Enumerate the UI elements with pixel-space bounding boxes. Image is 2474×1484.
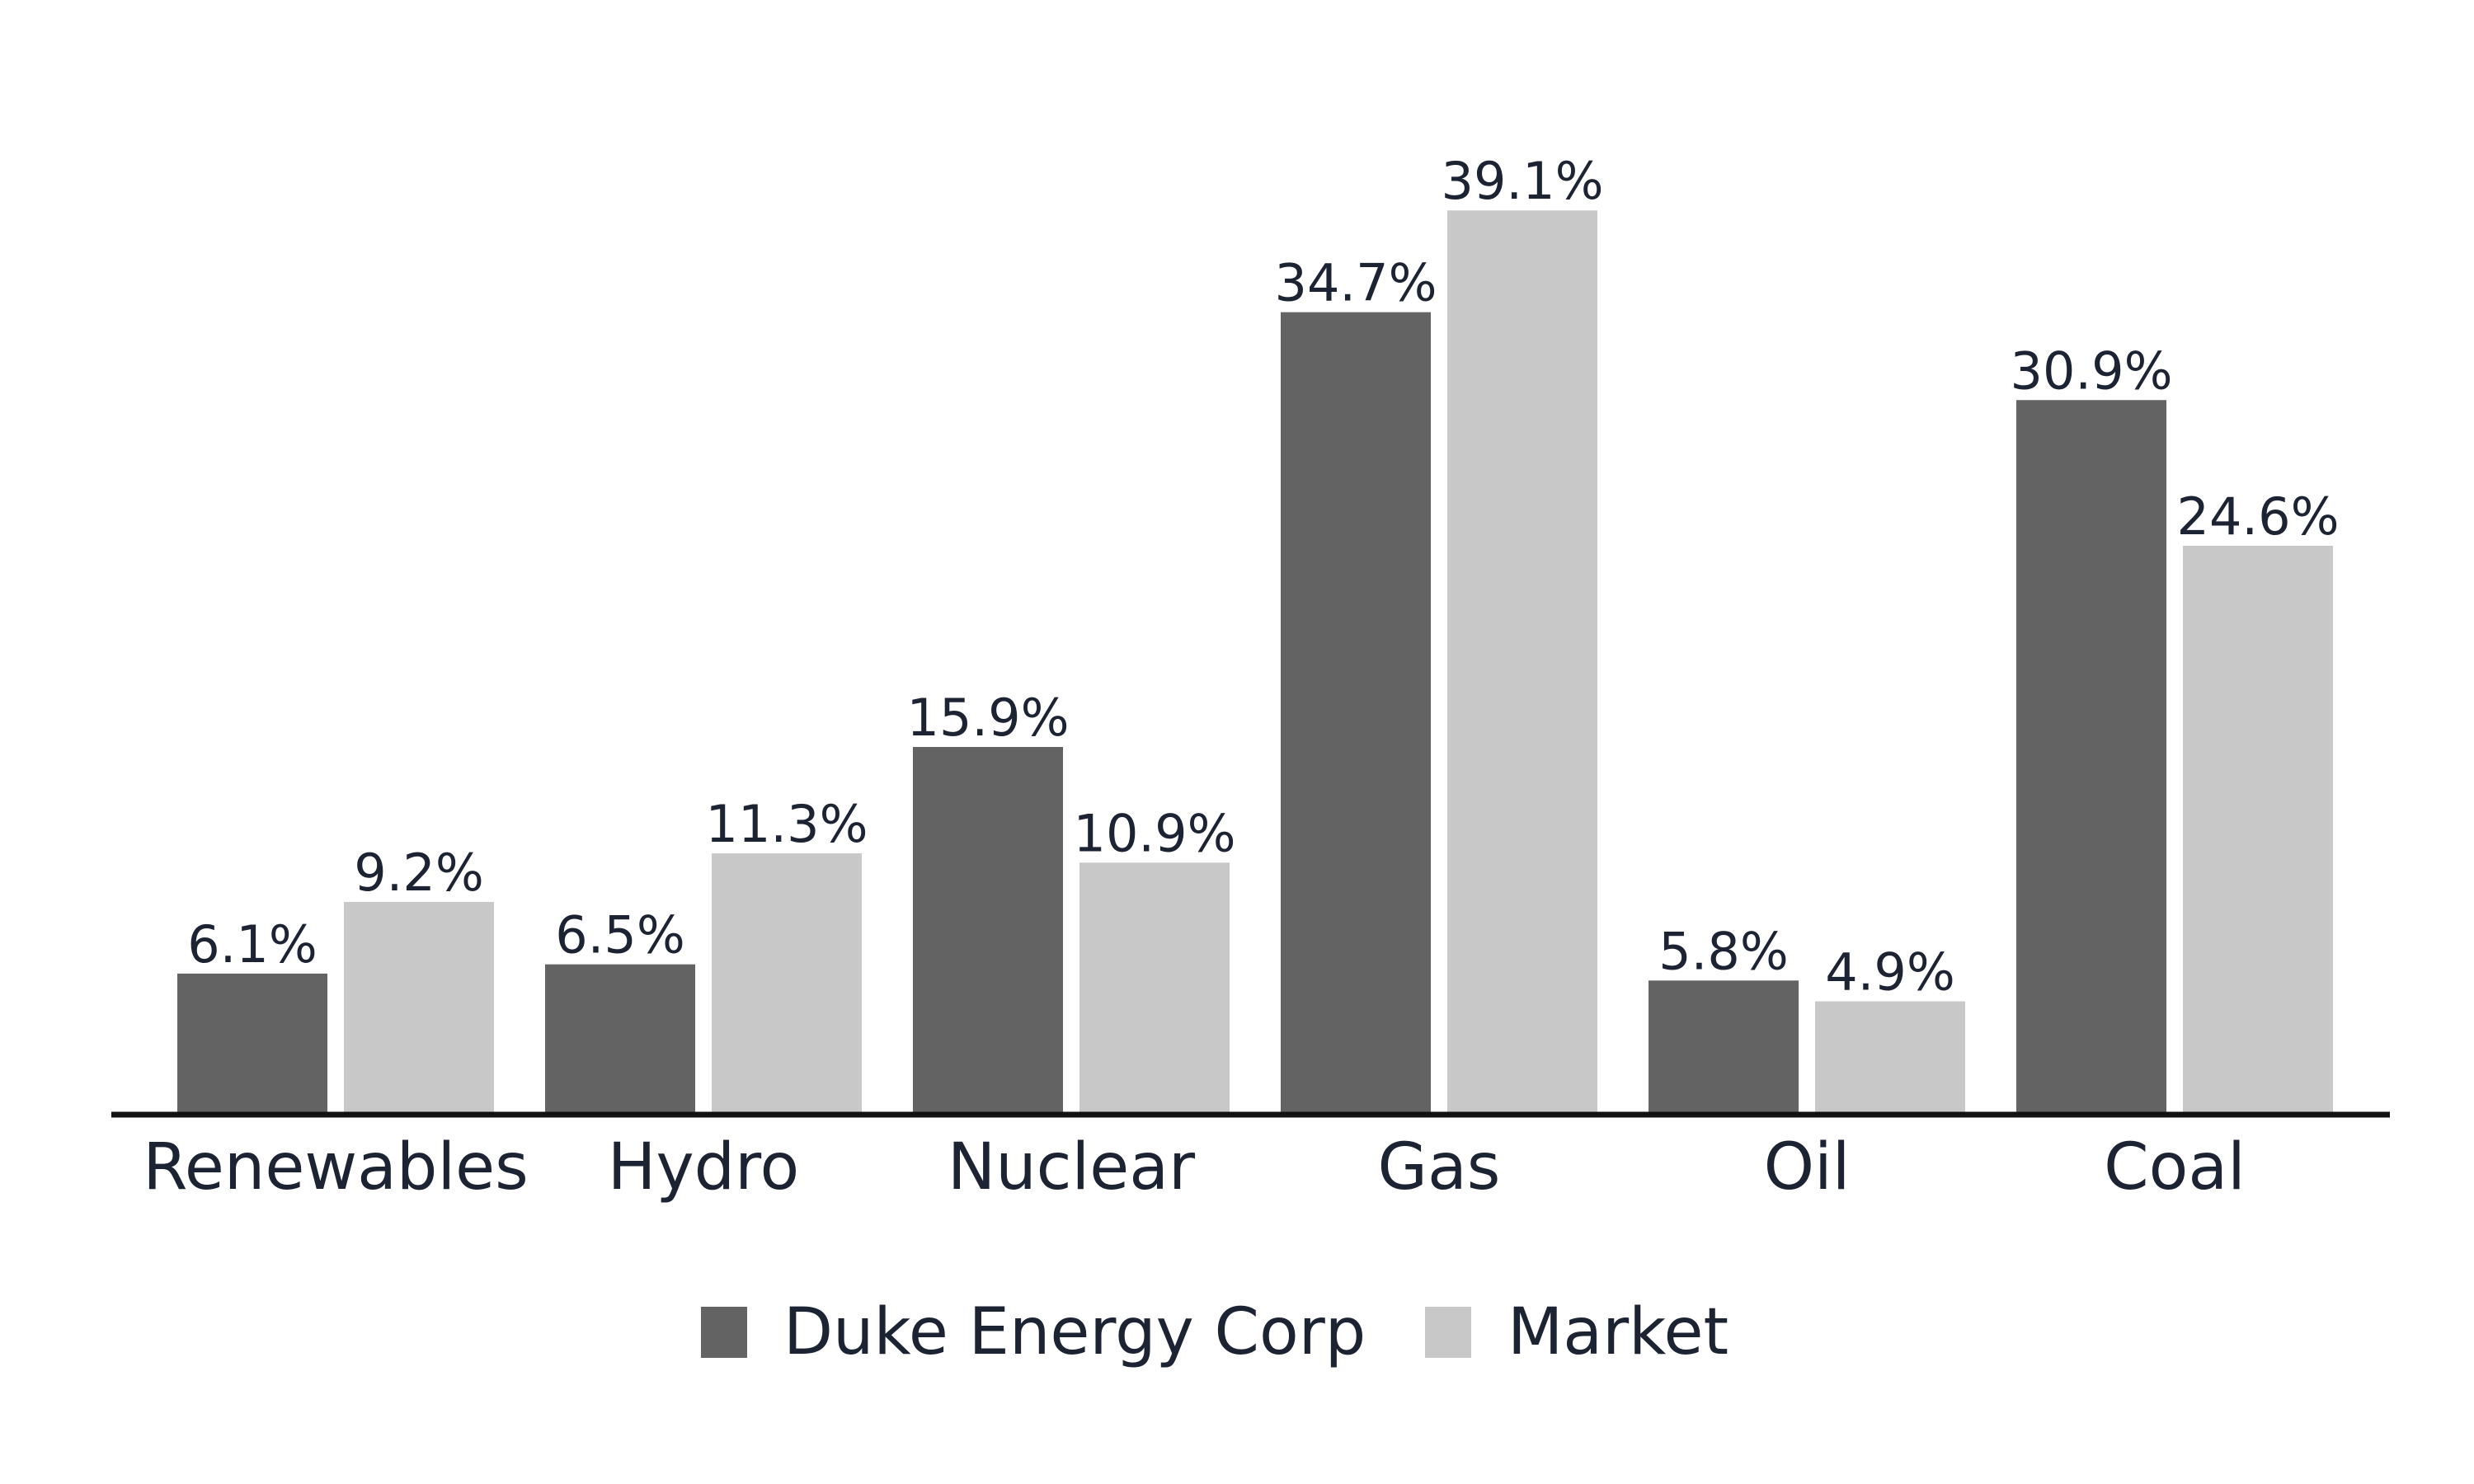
bar-coal-market <box>2183 545 2333 1115</box>
bar-hydro-duke-energy-corp <box>545 964 695 1115</box>
bar-nuclear-market <box>1079 862 1230 1115</box>
value-label-nuclear-duke-energy-corp: 15.9% <box>907 688 1070 748</box>
value-label-hydro-market: 11.3% <box>706 794 868 854</box>
legend-swatch-duke-energy-corp <box>701 1307 747 1358</box>
category-label-coal: Coal <box>2104 1130 2246 1205</box>
value-label-nuclear-market: 10.9% <box>1074 803 1236 863</box>
category-label-renewables: Renewables <box>143 1130 529 1205</box>
bar-coal-duke-energy-corp <box>2016 400 2166 1115</box>
legend-label-market: Market <box>1507 1295 1729 1369</box>
value-label-hydro-duke-energy-corp: 6.5% <box>555 905 685 965</box>
value-label-gas-market: 39.1% <box>1442 151 1604 211</box>
legend: Duke Energy Corp Market <box>701 1295 1729 1369</box>
bars-group <box>177 210 2333 1115</box>
legend-label-duke-energy-corp: Duke Energy Corp <box>783 1295 1366 1369</box>
bar-renewables-duke-energy-corp <box>177 973 327 1115</box>
value-label-coal-duke-energy-corp: 30.9% <box>2011 340 2173 401</box>
bar-gas-duke-energy-corp <box>1281 312 1431 1115</box>
category-label-gas: Gas <box>1378 1130 1501 1205</box>
value-label-oil-market: 4.9% <box>1825 942 1955 1003</box>
bar-nuclear-duke-energy-corp <box>913 747 1063 1115</box>
bar-hydro-market <box>712 853 862 1115</box>
legend-swatch-market <box>1425 1307 1471 1358</box>
value-labels-group: 6.1% 9.2% 6.5% 11.3% 15.9%10.9% 34.7%39.1% 5.8… <box>187 151 2339 1002</box>
value-label-oil-duke-energy-corp: 5.8% <box>1658 921 1789 981</box>
bar-oil-market <box>1815 1001 1965 1115</box>
value-label-renewables-market: 9.2% <box>354 843 484 903</box>
value-label-gas-duke-energy-corp: 34.7% <box>1275 253 1437 313</box>
bar-gas-market <box>1447 210 1597 1115</box>
bar-oil-duke-energy-corp <box>1649 980 1799 1115</box>
category-label-oil: Oil <box>1764 1130 1851 1205</box>
category-label-hydro: Hydro <box>608 1130 799 1205</box>
value-label-coal-market: 24.6% <box>2177 486 2340 547</box>
category-label-nuclear: Nuclear <box>948 1130 1196 1205</box>
bar-renewables-market <box>344 901 494 1115</box>
category-labels-group: Renewables Hydro Nuclear Gas Oil Coal <box>143 1130 2246 1205</box>
value-label-renewables-duke-energy-corp: 6.1% <box>187 914 317 974</box>
